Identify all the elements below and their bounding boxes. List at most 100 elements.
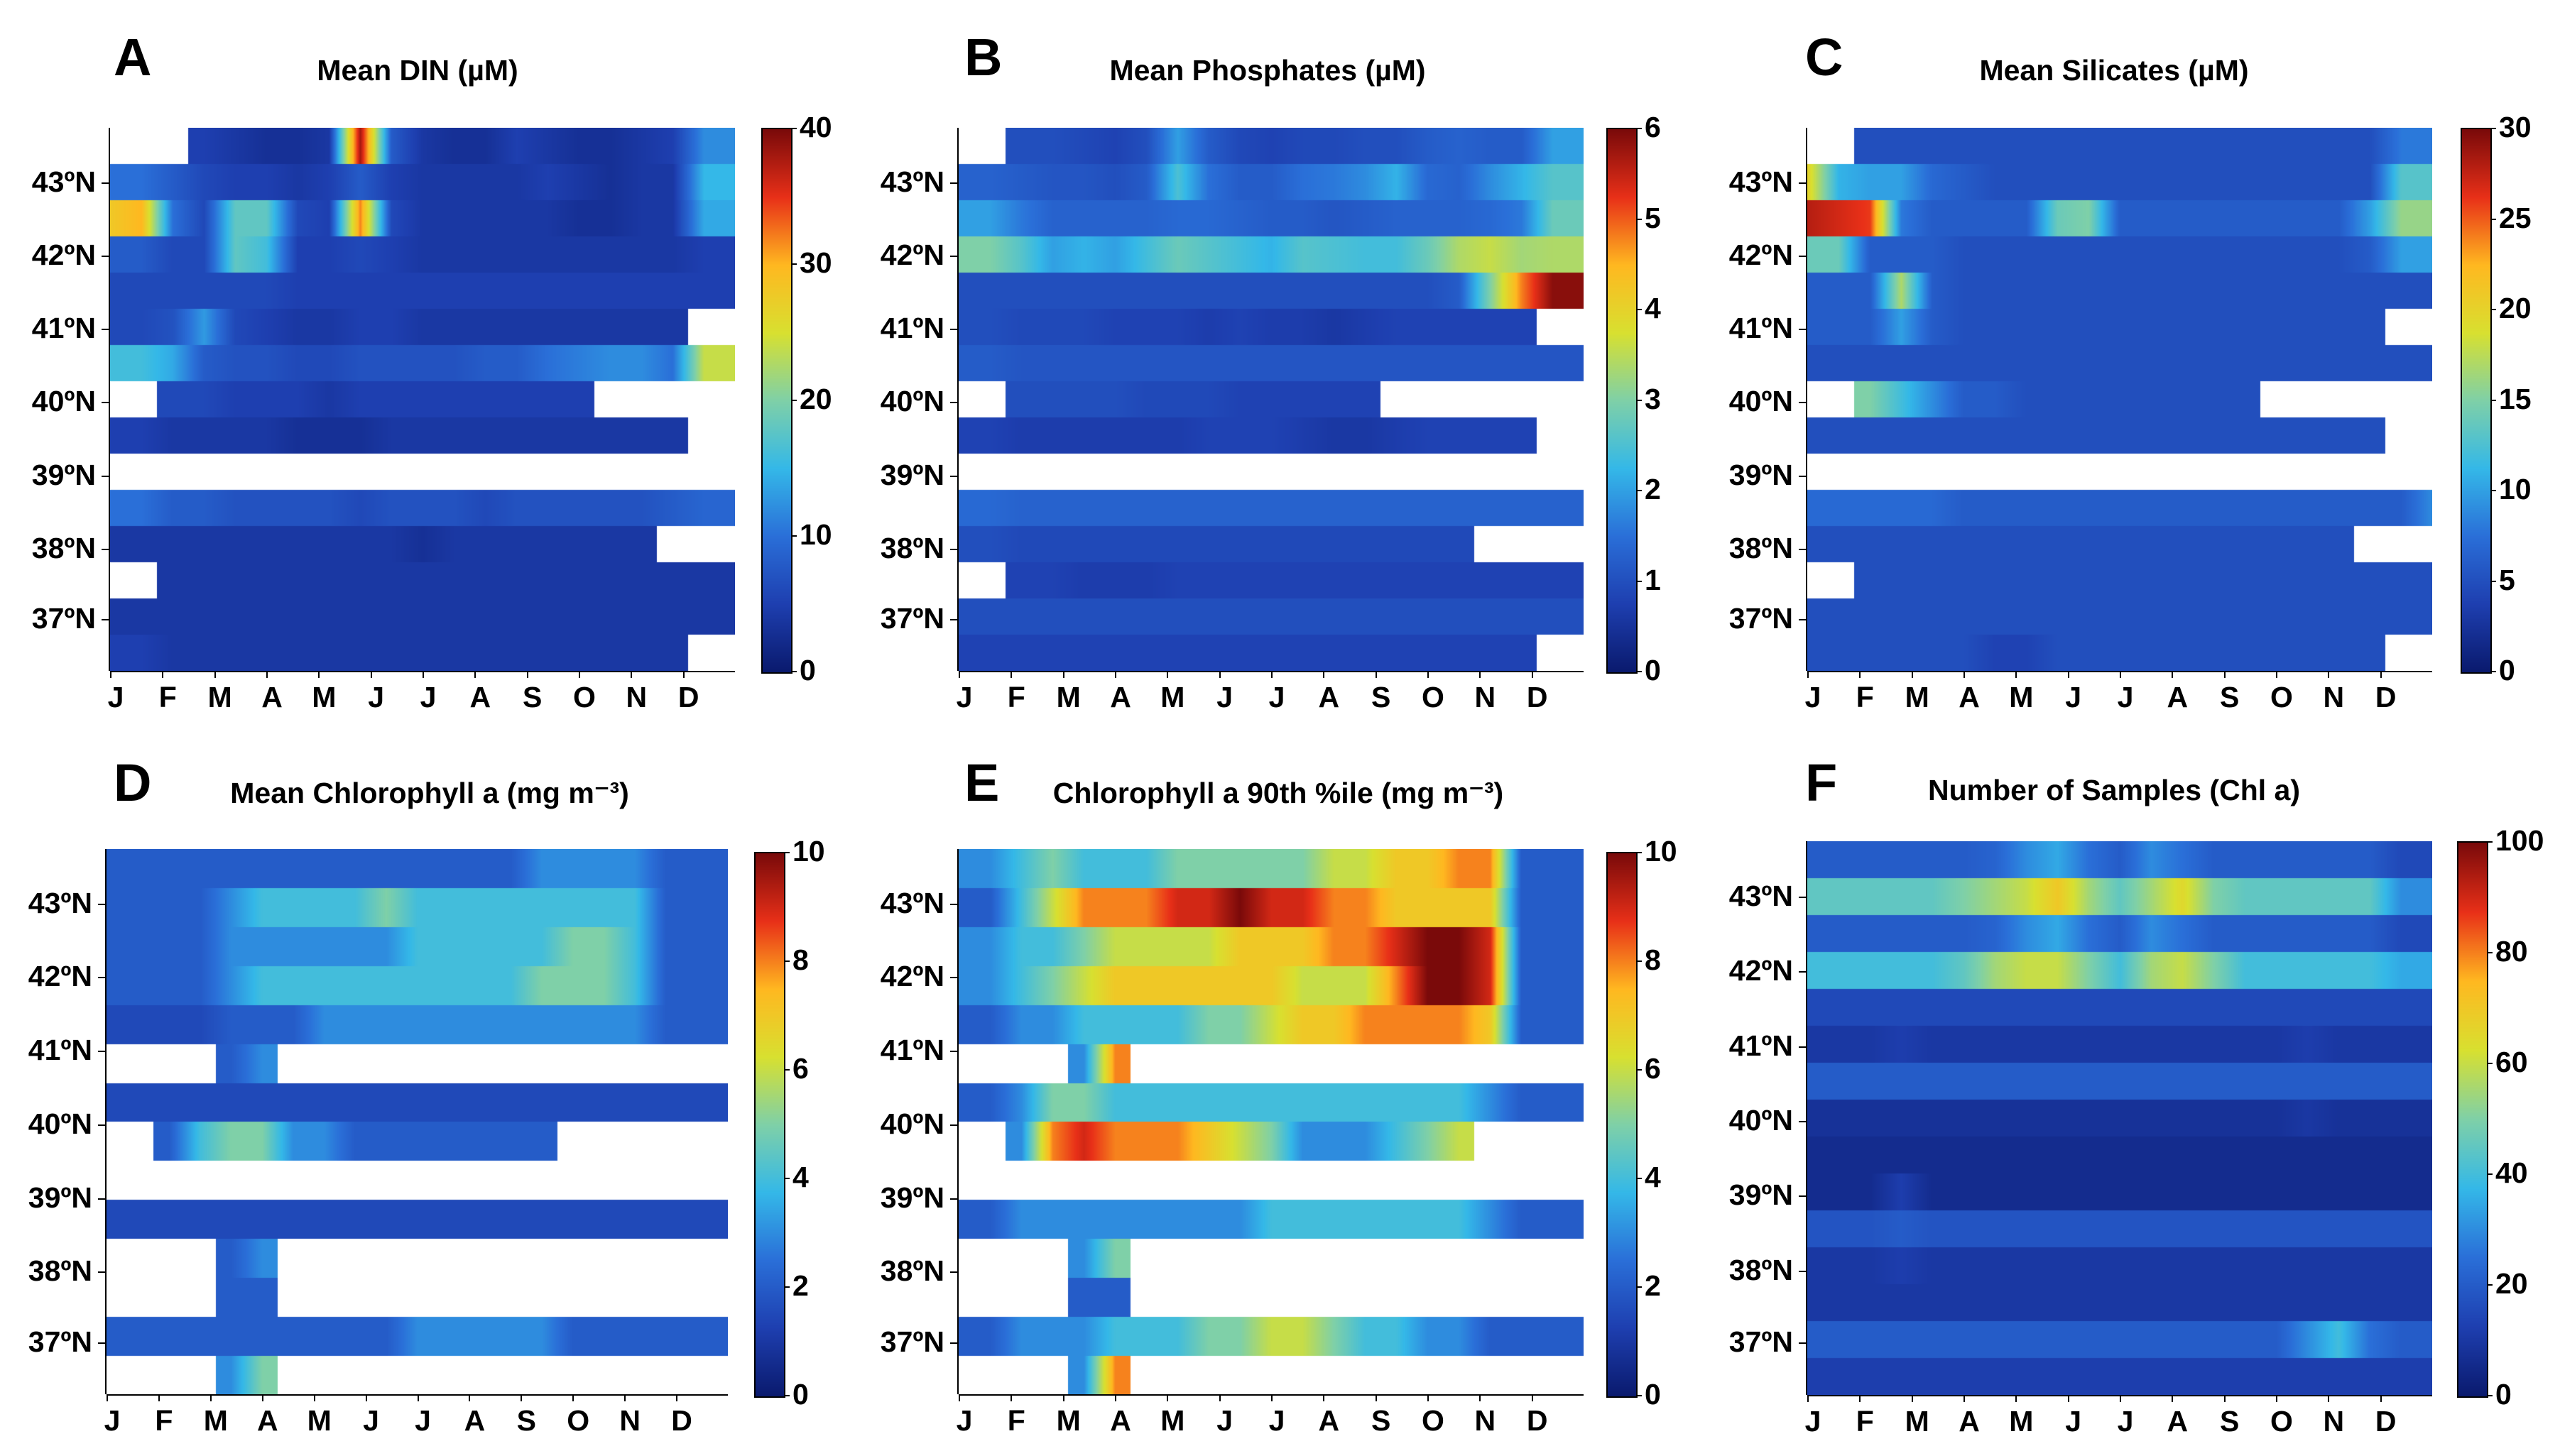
heatmap [959,128,1584,671]
panel-title: Mean DIN (µM) [317,54,518,87]
month-tick-mark [423,671,424,678]
latitude-tick-label: 41ºN [1728,1029,1793,1062]
month-tick-label: D [1526,681,1548,713]
month-tick-mark [2328,1395,2330,1402]
latitude-tick-mark [98,1124,105,1126]
colorbar-tick-label: 0 [2499,654,2515,686]
latitude-tick-label: 40ºN [1728,1103,1793,1137]
month-tick-label: J [104,1404,121,1437]
panel-label: B [964,28,1003,87]
month-tick-label: J [420,681,437,713]
latitude-tick-label: 41ºN [880,1034,944,1067]
month-tick-label: D [1526,1404,1548,1437]
heatmap [1807,841,2432,1395]
latitude-tick-mark [950,1271,957,1274]
month-tick-label: J [107,681,124,713]
latitude-tick-label: 37ºN [1728,602,1793,635]
y-axis [1806,128,1807,671]
month-tick-label: A [2167,681,2189,713]
latitude-tick-mark [1799,1270,1806,1272]
month-tick-label: S [2219,1405,2240,1438]
month-tick-mark [1167,1394,1169,1401]
colorbar-tick-mark [2487,841,2493,843]
panel-label: F [1805,753,1838,812]
panel-title: Mean Silicates (µM) [1979,54,2249,87]
month-tick-label: J [2117,1405,2134,1438]
latitude-tick-mark [950,903,957,905]
month-tick-label: F [1007,1404,1025,1437]
month-tick-mark [1323,671,1325,678]
month-tick-label: A [1318,681,1340,713]
latitude-tick-label: 40ºN [880,385,944,418]
month-tick-label: M [203,1404,228,1437]
month-tick-label: A [469,681,491,713]
month-tick-mark [313,1394,315,1401]
month-tick-mark [2380,1395,2382,1402]
y-axis [109,128,110,671]
panel-title: Chlorophyll a 90th %ile (mg m⁻³) [1052,777,1504,809]
month-tick-label: M [2009,1405,2034,1438]
colorbar [2461,128,2492,674]
colorbar [2457,841,2488,1398]
latitude-tick-label: 39ºN [31,458,96,491]
colorbar-tick-mark [2487,1284,2493,1286]
month-tick-mark [1062,1394,1064,1401]
month-tick-mark [579,671,580,678]
latitude-tick-label: 39ºN [1728,458,1793,491]
month-tick-label: N [626,681,648,713]
month-tick-label: F [1856,1405,1874,1438]
month-tick-mark [1219,671,1221,678]
month-tick-mark [2276,1395,2277,1402]
month-tick-mark [2015,671,2017,678]
colorbar [761,128,792,674]
month-tick-mark [365,1394,367,1401]
latitude-tick-mark [1799,619,1806,621]
colorbar-tick-label: 25 [2499,201,2532,234]
latitude-tick-mark [102,329,109,331]
latitude-tick-mark [1799,1120,1806,1122]
month-tick-mark [1911,1395,1913,1402]
month-tick-label: D [2375,681,2397,713]
colorbar-tick-mark [2490,309,2496,310]
month-tick-mark [2223,1395,2226,1402]
colorbar-tick-mark [2490,218,2496,220]
month-tick-label: J [1268,681,1285,713]
month-tick-label: J [1216,681,1233,713]
month-tick-mark [624,1394,626,1401]
panel-label: E [964,753,1000,812]
month-tick-label: M [1160,1404,1185,1437]
month-tick-label: J [2117,681,2134,713]
month-tick-label: A [1110,681,1131,713]
latitude-tick-label: 39ºN [28,1181,92,1214]
month-tick-label: J [1268,1404,1285,1437]
colorbar-tick-label: 4 [1645,292,1661,324]
month-tick-label: D [2375,1405,2397,1438]
month-tick-label: O [1422,681,1444,713]
month-tick-mark [959,1394,960,1401]
month-tick-mark [676,1394,678,1401]
heatmap [110,128,735,671]
colorbar-tick-mark [2487,1063,2493,1064]
colorbar-tick-label: 8 [1645,943,1661,976]
colorbar-tick-label: 30 [2499,111,2532,143]
month-tick-label: S [516,1404,536,1437]
month-tick-label: J [956,1404,973,1437]
colorbar-tick-label: 20 [800,382,832,415]
month-tick-mark [1963,671,1965,678]
heatmap [1807,128,2432,671]
latitude-tick-label: 41ºN [28,1034,92,1067]
latitude-tick-mark [98,1271,105,1274]
colorbar-tick-label: 0 [800,654,816,686]
colorbar-tick-label: 20 [2495,1267,2528,1300]
latitude-tick-mark [950,402,957,404]
colorbar-tick-mark [2490,128,2496,129]
month-tick-mark [1375,1394,1377,1401]
month-tick-label: N [1474,1404,1496,1437]
latitude-tick-mark [950,977,957,979]
month-tick-mark [1807,1395,1809,1402]
month-tick-mark [2380,671,2382,678]
month-tick-mark [1427,1394,1429,1401]
latitude-tick-label: 37ºN [28,1325,92,1359]
colorbar-tick-label: 4 [792,1161,809,1193]
month-tick-label: S [1371,1404,1391,1437]
